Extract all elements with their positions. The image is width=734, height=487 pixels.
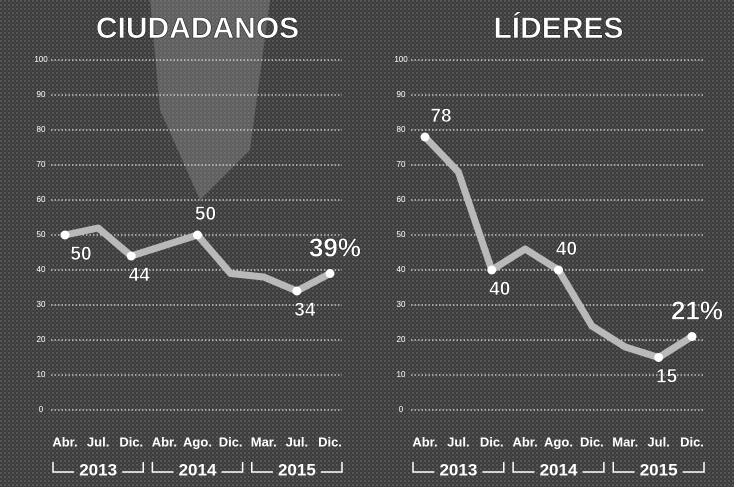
x-tick-label: Dic. <box>480 434 504 449</box>
y-tick-label: 10 <box>37 370 46 379</box>
x-tick-label: Abr. <box>52 434 77 449</box>
year-label: 2015 <box>278 460 316 479</box>
data-point <box>688 332 697 341</box>
y-tick-label: 50 <box>397 230 406 239</box>
year-label: 2013 <box>439 460 477 479</box>
year-label: 2013 <box>79 460 117 479</box>
value-label: 21% <box>671 295 723 325</box>
y-tick-label: 100 <box>34 55 48 64</box>
x-tick-label: Mar. <box>251 434 277 449</box>
value-label: 50 <box>70 244 91 265</box>
data-point <box>421 133 430 142</box>
y-tick-label: 60 <box>397 195 406 204</box>
y-tick-label: 50 <box>37 230 46 239</box>
x-tick-label: Dic. <box>219 434 243 449</box>
year-label: 2014 <box>540 460 578 479</box>
x-tick-label: Dic. <box>680 434 704 449</box>
y-tick-label: 90 <box>37 90 46 99</box>
x-tick-label: Jul. <box>647 434 669 449</box>
x-tick-label: Abr. <box>512 434 537 449</box>
data-point <box>554 266 563 275</box>
x-tick-label: Ago. <box>183 434 212 449</box>
x-tick-label: Mar. <box>612 434 638 449</box>
y-tick-label: 0 <box>399 405 404 414</box>
value-label: 44 <box>129 265 151 286</box>
chart: CIUDADANOS010203040506070809010050Abr.Ju… <box>0 0 734 487</box>
chart-title: LÍDERES <box>493 11 623 45</box>
data-point <box>61 231 70 240</box>
value-label: 39% <box>309 232 361 262</box>
y-tick-label: 60 <box>37 195 46 204</box>
x-tick-label: Dic. <box>318 434 342 449</box>
x-tick-label: Dic. <box>119 434 143 449</box>
y-tick-label: 80 <box>37 125 46 134</box>
y-tick-label: 70 <box>37 160 46 169</box>
y-tick-label: 10 <box>397 370 406 379</box>
data-point <box>654 353 663 362</box>
y-tick-label: 70 <box>397 160 406 169</box>
y-tick-label: 80 <box>397 125 406 134</box>
x-tick-label: Dic. <box>580 434 604 449</box>
data-point <box>127 252 136 261</box>
value-label: 50 <box>195 204 216 225</box>
y-tick-label: 100 <box>394 55 408 64</box>
x-tick-label: Jul. <box>286 434 308 449</box>
y-tick-label: 30 <box>37 300 46 309</box>
value-label: 15 <box>656 367 678 388</box>
y-tick-label: 40 <box>397 265 406 274</box>
value-label: 78 <box>430 106 451 127</box>
y-tick-label: 40 <box>37 265 46 274</box>
value-label: 40 <box>556 239 577 260</box>
y-tick-label: 90 <box>397 90 406 99</box>
data-point <box>292 287 301 296</box>
x-tick-label: Ago. <box>544 434 573 449</box>
y-tick-label: 20 <box>37 335 46 344</box>
y-tick-label: 30 <box>397 300 406 309</box>
chart-title: CIUDADANOS <box>96 12 299 45</box>
data-point <box>487 266 496 275</box>
background <box>0 0 734 487</box>
value-label: 34 <box>294 300 316 321</box>
data-point <box>193 231 202 240</box>
x-tick-label: Abr. <box>412 434 437 449</box>
x-tick-label: Abr. <box>152 434 177 449</box>
x-tick-label: Jul. <box>447 434 469 449</box>
value-label: 40 <box>489 279 510 300</box>
x-tick-label: Jul. <box>87 434 109 449</box>
data-point <box>326 269 335 278</box>
y-tick-label: 20 <box>397 335 406 344</box>
year-label: 2015 <box>640 460 678 479</box>
y-tick-label: 0 <box>39 405 44 414</box>
year-label: 2014 <box>179 460 217 479</box>
